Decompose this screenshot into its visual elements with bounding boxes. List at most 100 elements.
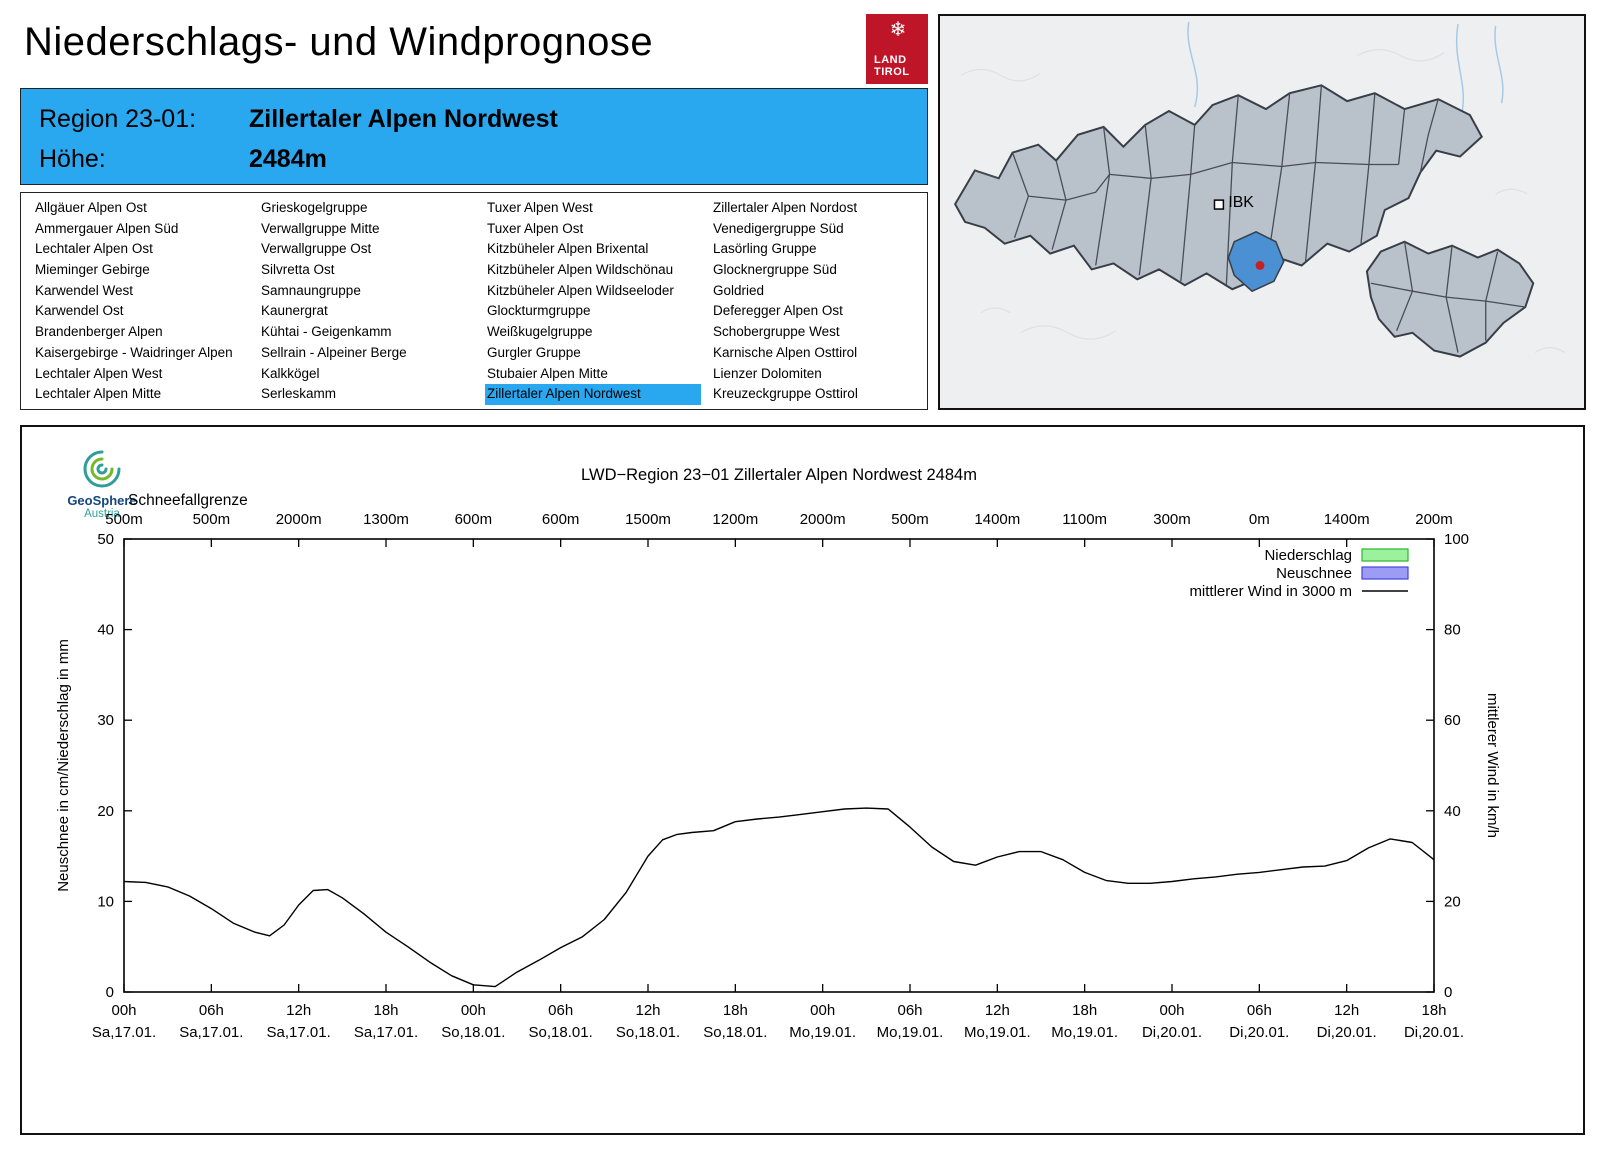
region-list-item[interactable]: Samnaungruppe bbox=[261, 282, 361, 298]
x-tick-hour: 12h bbox=[985, 1002, 1010, 1019]
y-tick-label-right: 0 bbox=[1444, 984, 1452, 1001]
map-region-north[interactable] bbox=[953, 84, 1483, 291]
region-list-column: Tuxer Alpen West Tuxer Alpen Ost Kitzbühel… bbox=[485, 198, 711, 405]
region-list: Allgäuer Alpen Ost Ammergauer Alpen Süd Le… bbox=[20, 192, 928, 410]
legend-swatch bbox=[1361, 566, 1409, 580]
region-list-item[interactable]: Lechtaler Alpen Ost bbox=[35, 241, 153, 257]
snowline-value: 0m bbox=[1249, 511, 1270, 528]
city-marker bbox=[1213, 199, 1225, 210]
x-tick-hour: 06h bbox=[548, 1002, 573, 1019]
region-list-item[interactable]: Zillertaler Alpen Nordwest bbox=[485, 384, 701, 405]
x-tick-date: Mo,19.01. bbox=[964, 1024, 1031, 1041]
region-list-item[interactable]: Lechtaler Alpen Mitte bbox=[35, 386, 162, 402]
page-title: Niederschlags- und Windprognose bbox=[24, 20, 654, 64]
region-list-item[interactable]: Goldried bbox=[713, 282, 765, 298]
snowline-value: 1400m bbox=[974, 511, 1020, 528]
tirol-map-svg[interactable]: IBK bbox=[940, 16, 1584, 408]
map-region-borders bbox=[974, 85, 1439, 286]
snowline-label: Schneefallgrenze bbox=[128, 492, 248, 509]
region-list-item[interactable]: Glockturmgruppe bbox=[487, 303, 591, 319]
x-tick-hour: 06h bbox=[1247, 1002, 1272, 1019]
plot-frame bbox=[123, 538, 1435, 993]
region-list-item[interactable]: Venedigergruppe Süd bbox=[713, 220, 844, 236]
forecast-chart-panel: GeoSphere Austria LWD−Region 23−01 Zille… bbox=[20, 425, 1585, 1135]
region-list-item[interactable]: Karwendel West bbox=[35, 282, 134, 298]
right-axis-label: mittlerer Wind in km/h bbox=[1484, 693, 1501, 838]
snowline-value: 2000m bbox=[276, 511, 322, 528]
snowline-value: 600m bbox=[455, 511, 493, 528]
river-lines bbox=[1187, 21, 1504, 114]
region-list-item[interactable]: Kaunergrat bbox=[261, 303, 328, 319]
region-list-item[interactable]: Kitzbüheler Alpen Brixental bbox=[487, 241, 649, 257]
snowline-value: 1400m bbox=[1324, 511, 1370, 528]
region-list-item[interactable]: Tuxer Alpen West bbox=[487, 200, 593, 215]
snowline-value: 2000m bbox=[800, 511, 846, 528]
region-list-item[interactable]: Weißkugelgruppe bbox=[487, 324, 593, 340]
region-list-item[interactable]: Lechtaler Alpen West bbox=[35, 365, 163, 381]
region-list-item[interactable]: Karnische Alpen Osttirol bbox=[713, 344, 858, 360]
tirol-map[interactable]: IBK bbox=[938, 14, 1586, 410]
region-list-item[interactable]: Sellrain - Alpeiner Berge bbox=[261, 344, 407, 360]
snowline-value: 200m bbox=[1415, 511, 1453, 528]
x-tick-hour: 18h bbox=[723, 1002, 748, 1019]
x-tick-hour: 12h bbox=[286, 1002, 311, 1019]
x-tick-date: Mo,19.01. bbox=[877, 1024, 944, 1041]
snowline-value: 500m bbox=[193, 511, 231, 528]
map-region-borders-east bbox=[1370, 241, 1526, 353]
region-list-item[interactable]: Schobergruppe West bbox=[713, 324, 840, 340]
x-tick-hour: 06h bbox=[897, 1002, 922, 1019]
legend-label: mittlerer Wind in 3000 m bbox=[1189, 583, 1352, 600]
region-list-item[interactable]: Ammergauer Alpen Süd bbox=[35, 220, 179, 236]
region-list-item[interactable]: Lienzer Dolomiten bbox=[713, 365, 822, 381]
x-tick-date: Di,20.01. bbox=[1317, 1024, 1377, 1041]
region-header: Region 23-01: Zillertaler Alpen Nordwest… bbox=[20, 88, 928, 185]
region-list-item[interactable]: Lasörling Gruppe bbox=[713, 241, 817, 257]
region-list-item[interactable]: Tuxer Alpen Ost bbox=[487, 220, 584, 236]
x-tick-date: Di,20.01. bbox=[1229, 1024, 1289, 1041]
y-tick-label-left: 10 bbox=[97, 893, 114, 910]
map-selected-region[interactable] bbox=[1227, 230, 1285, 293]
region-list-item[interactable]: Kalkkögel bbox=[261, 365, 320, 381]
region-list-column: Grieskogelgruppe Verwallgruppe Mitte Verwa… bbox=[259, 198, 485, 404]
station-marker bbox=[1255, 261, 1265, 270]
region-list-item[interactable]: Zillertaler Alpen Nordost bbox=[713, 200, 858, 215]
region-list-item[interactable]: Verwallgruppe Ost bbox=[261, 241, 372, 257]
y-tick-label-left: 20 bbox=[97, 803, 114, 820]
region-list-item[interactable]: Kitzbüheler Alpen Wildseeloder bbox=[487, 282, 674, 298]
region-list-item[interactable]: Mieminger Gebirge bbox=[35, 262, 150, 278]
region-list-item[interactable]: Kitzbüheler Alpen Wildschönau bbox=[487, 262, 674, 278]
region-list-item[interactable]: Verwallgruppe Mitte bbox=[261, 220, 380, 236]
y-tick-label-right: 20 bbox=[1444, 893, 1461, 910]
region-list-item[interactable]: Silvretta Ost bbox=[261, 262, 335, 278]
x-tick-hour: 00h bbox=[111, 1002, 136, 1019]
y-tick-label-left: 40 bbox=[97, 622, 114, 639]
region-list-item[interactable]: Brandenberger Alpen bbox=[35, 324, 163, 340]
x-tick-date: Sa,17.01. bbox=[179, 1024, 243, 1041]
altitude-value: 2484m bbox=[249, 144, 327, 173]
region-list-item[interactable]: Stubaier Alpen Mitte bbox=[487, 365, 608, 381]
region-list-item[interactable]: Deferegger Alpen Ost bbox=[713, 303, 843, 319]
terrain-texture bbox=[960, 49, 1566, 354]
region-list-item[interactable]: Glocknergruppe Süd bbox=[713, 262, 837, 278]
region-list-item[interactable]: Kreuzeckgruppe Osttirol bbox=[713, 386, 858, 402]
geosphere-sub: Austria bbox=[84, 508, 120, 520]
x-tick-hour: 00h bbox=[810, 1002, 835, 1019]
region-list-item[interactable]: Gurgler Gruppe bbox=[487, 344, 581, 360]
snowline-value: 1500m bbox=[625, 511, 671, 528]
geosphere-name: GeoSphere bbox=[67, 493, 137, 508]
region-list-item[interactable]: Karwendel Ost bbox=[35, 303, 124, 319]
y-tick-label-right: 60 bbox=[1444, 712, 1461, 729]
region-list-item[interactable]: Kühtai - Geigenkamm bbox=[261, 324, 392, 340]
region-list-item[interactable]: Serleskamm bbox=[261, 386, 337, 402]
region-list-item[interactable]: Kaisergebirge - Waidringer Alpen bbox=[35, 344, 233, 360]
region-list-item[interactable]: Allgäuer Alpen Ost bbox=[35, 200, 147, 215]
x-tick-date: Di,20.01. bbox=[1404, 1024, 1464, 1041]
snowline-value: 600m bbox=[542, 511, 580, 528]
y-tick-label-right: 100 bbox=[1444, 531, 1469, 548]
y-tick-label-right: 80 bbox=[1444, 622, 1461, 639]
region-list-column: Allgäuer Alpen Ost Ammergauer Alpen Süd Le… bbox=[33, 198, 259, 404]
y-tick-label-left: 30 bbox=[97, 712, 114, 729]
snowline-value: 500m bbox=[891, 511, 929, 528]
x-tick-date: Sa,17.01. bbox=[92, 1024, 156, 1041]
region-list-item[interactable]: Grieskogelgruppe bbox=[261, 200, 368, 215]
